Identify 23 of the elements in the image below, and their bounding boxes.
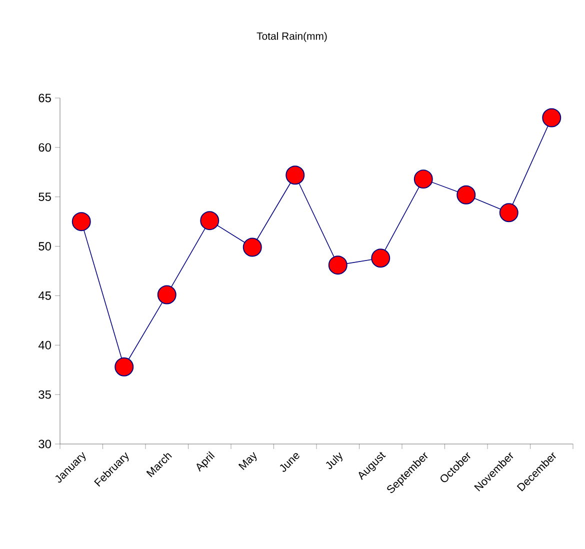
y-tick-label: 50 — [38, 242, 52, 251]
point — [456, 185, 476, 204]
point — [157, 285, 176, 304]
y-tick-label: 65 — [38, 94, 51, 102]
point — [242, 238, 262, 257]
point — [542, 108, 562, 128]
point — [414, 170, 433, 189]
x-tick-label: July — [326, 452, 342, 470]
y-tick-label: 60 — [38, 143, 52, 152]
point — [328, 256, 348, 275]
point — [200, 211, 220, 230]
y-tick-label: 35 — [38, 390, 51, 399]
point — [499, 203, 518, 222]
point — [371, 248, 390, 268]
chart-title: Total Rain(mm) — [256, 32, 327, 42]
y-tick-label: 55 — [38, 192, 51, 202]
y-tick-label: 45 — [38, 292, 51, 300]
point — [286, 166, 305, 185]
y-tick-label: 40 — [38, 340, 52, 350]
point — [114, 357, 134, 376]
point — [72, 212, 91, 232]
y-tick-label: 30 — [38, 440, 52, 448]
x-tick-label: May — [238, 452, 257, 470]
